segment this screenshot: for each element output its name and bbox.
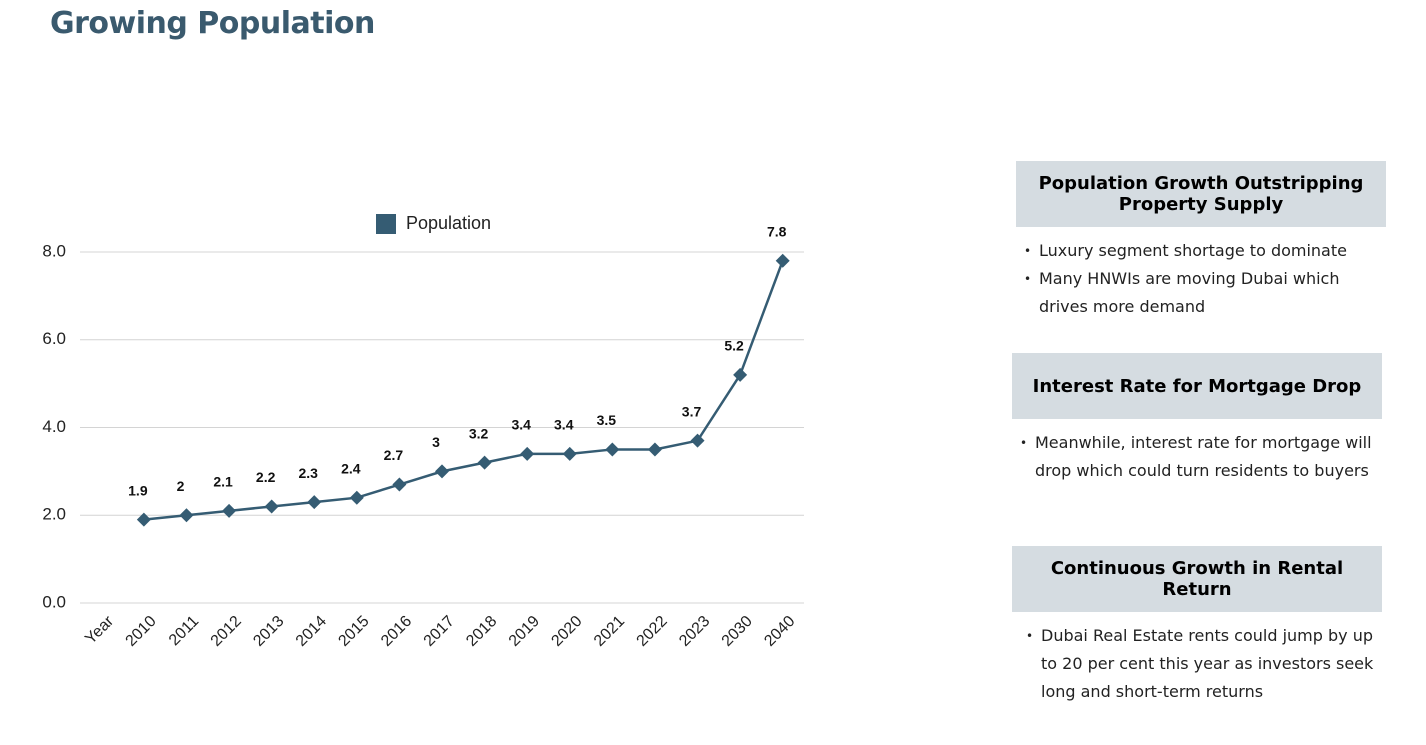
x-tick-label: 2040 xyxy=(761,613,798,650)
bullet: Luxury segment shortage to dominate xyxy=(1024,237,1386,265)
data-label: 2.7 xyxy=(384,447,404,463)
marker xyxy=(392,477,407,492)
info-panel: Continuous Growth in Rental Return Dubai … xyxy=(1012,546,1382,706)
x-tick-label: 2016 xyxy=(378,613,415,650)
marker xyxy=(179,508,194,523)
data-label: 3 xyxy=(432,434,440,450)
panel-title: Interest Rate for Mortgage Drop xyxy=(1012,353,1382,419)
line xyxy=(143,260,784,521)
marker xyxy=(435,464,449,479)
data-label: 2 xyxy=(177,478,185,494)
data-label: 2.4 xyxy=(341,460,361,476)
marker xyxy=(647,442,662,457)
data-label: 1.9 xyxy=(128,482,148,498)
data-label: 3.2 xyxy=(469,425,489,441)
bullet-list: Meanwhile, interest rate for mortgage wi… xyxy=(1012,429,1382,485)
bullet: Many HNWIs are moving Dubai which drives… xyxy=(1024,265,1386,321)
x-tick-label: 2011 xyxy=(166,613,202,649)
data-label: 3.7 xyxy=(682,403,702,419)
x-tick-label: 2030 xyxy=(719,613,756,650)
legend-label: Population xyxy=(406,213,491,233)
marker xyxy=(477,455,492,470)
panel-title: Continuous Growth in Rental Return xyxy=(1012,546,1382,612)
legend-swatch xyxy=(376,214,396,234)
marker xyxy=(136,512,151,527)
x-tick-label: 2020 xyxy=(548,613,585,650)
marker xyxy=(349,490,364,505)
x-tick-label: 2023 xyxy=(676,613,713,650)
x-tick-label: 2021 xyxy=(591,613,628,650)
x-tick-label: 2018 xyxy=(463,613,500,650)
x-tick-label: Year xyxy=(82,612,117,647)
y-tick-label: 2.0 xyxy=(42,505,66,524)
marker xyxy=(733,367,748,382)
data-label: 7.8 xyxy=(767,223,787,239)
info-panel: Population Growth Outstripping Property … xyxy=(1016,161,1386,321)
bullet: Dubai Real Estate rents could jump by up… xyxy=(1026,622,1382,706)
marker xyxy=(562,446,577,461)
x-tick-label: 2013 xyxy=(250,613,287,650)
data-label: 2.1 xyxy=(213,474,233,490)
x-tick-label: 2017 xyxy=(421,613,458,650)
data-label: 2.2 xyxy=(256,469,276,485)
marker xyxy=(775,253,790,268)
bullet: Meanwhile, interest rate for mortgage wi… xyxy=(1020,429,1382,485)
bullet-list: Dubai Real Estate rents could jump by up… xyxy=(1012,622,1382,706)
x-tick-label: 2010 xyxy=(123,613,160,650)
data-label: 2.3 xyxy=(299,465,319,481)
marker xyxy=(264,499,279,514)
info-panel: Interest Rate for Mortgage Drop Meanwhile… xyxy=(1012,353,1382,485)
marker xyxy=(690,433,705,448)
data-label: 3.4 xyxy=(554,417,574,433)
marker xyxy=(520,446,535,461)
x-tick-label: 2019 xyxy=(506,613,543,650)
y-tick-label: 0.0 xyxy=(42,592,66,611)
x-tick-label: 2015 xyxy=(335,613,372,650)
data-label: 3.4 xyxy=(511,417,531,433)
data-label: 3.5 xyxy=(597,412,617,428)
y-tick-label: 4.0 xyxy=(42,417,66,436)
marker xyxy=(307,495,322,510)
marker xyxy=(222,503,237,518)
x-tick-label: 2022 xyxy=(634,613,671,650)
y-tick-label: 6.0 xyxy=(42,329,66,348)
bullet-list: Luxury segment shortage to dominateMany … xyxy=(1016,237,1386,321)
x-tick-label: 2012 xyxy=(208,613,245,650)
panel-title: Population Growth Outstripping Property … xyxy=(1016,161,1386,227)
marker xyxy=(605,442,620,457)
x-tick-label: 2014 xyxy=(293,613,330,650)
data-label: 5.2 xyxy=(724,338,744,354)
y-tick-label: 8.0 xyxy=(42,241,66,260)
page-title: Growing Population xyxy=(50,6,375,41)
